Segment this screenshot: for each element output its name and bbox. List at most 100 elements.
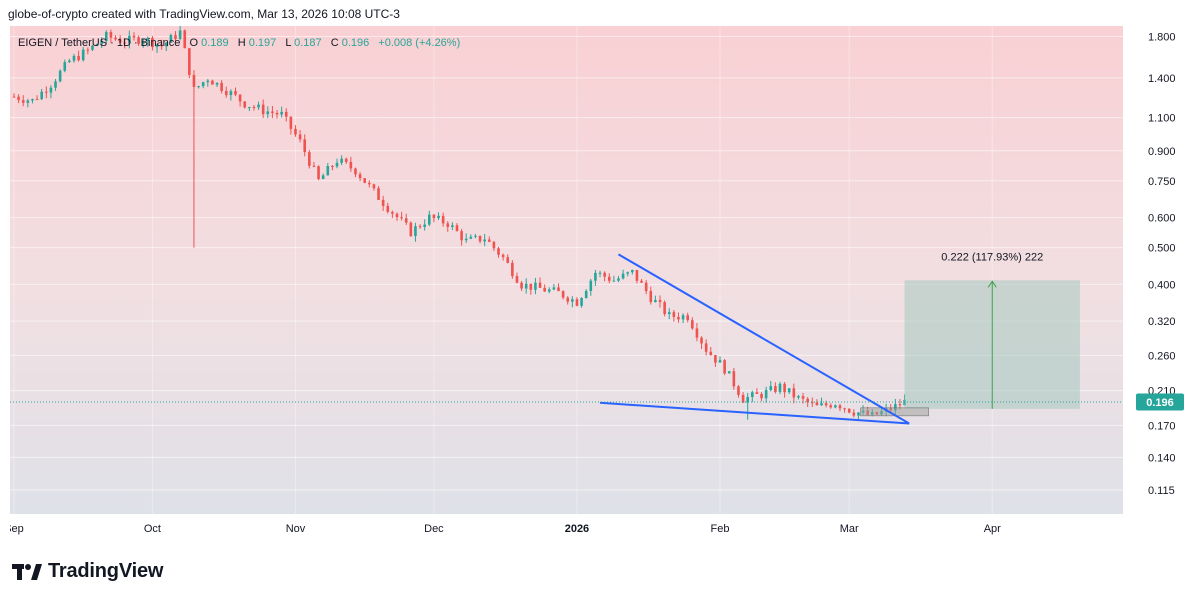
time-tick-label: Feb xyxy=(711,523,730,535)
candle-body xyxy=(515,276,519,283)
legend-high-label: H xyxy=(238,37,246,49)
candle-body xyxy=(340,158,343,163)
candle-body xyxy=(815,402,819,406)
time-axis-background xyxy=(10,514,1191,542)
candle-body xyxy=(220,82,223,92)
time-axis[interactable]: Sep Oct Nov Dec 2026 Feb Mar Apr xyxy=(10,523,1001,535)
candle-body xyxy=(114,37,117,40)
candle-body xyxy=(455,225,459,232)
candle-body xyxy=(72,55,76,61)
target-box[interactable]: 0.222 (117.93%) 222 xyxy=(860,251,1080,417)
candle-body xyxy=(843,408,846,410)
candle-body xyxy=(686,315,690,321)
candle-body xyxy=(54,81,57,88)
candle-body xyxy=(151,37,154,48)
candle-body xyxy=(229,91,233,96)
candle-body xyxy=(404,218,408,223)
candle-body xyxy=(451,225,454,227)
candle-body xyxy=(201,82,205,87)
candle-body xyxy=(26,100,30,103)
candle-body xyxy=(234,91,237,95)
candle-body xyxy=(123,42,127,44)
trendlines[interactable] xyxy=(599,253,910,425)
candle-body xyxy=(810,402,814,404)
trendline-lower xyxy=(599,401,910,425)
svg-text:0.196: 0.196 xyxy=(1146,397,1174,409)
candle-body xyxy=(95,44,99,46)
time-tick-label: Oct xyxy=(144,523,161,535)
candle-body xyxy=(215,82,219,85)
candle-body xyxy=(349,161,353,169)
candle-body xyxy=(649,291,653,303)
candle-body xyxy=(132,35,136,38)
candle-body xyxy=(224,91,228,96)
price-axis[interactable]: 1.800 1.400 1.100 0.900 0.750 0.600 0.500 0.400… xyxy=(1148,32,1176,497)
candle-body xyxy=(677,316,680,320)
candle-body xyxy=(838,405,842,409)
candle-body xyxy=(603,272,606,277)
candle-body xyxy=(312,165,316,167)
candle-body xyxy=(534,282,537,290)
legend-low-value: 0.187 xyxy=(294,37,322,49)
candle-body xyxy=(524,283,528,289)
candle-body xyxy=(547,289,551,292)
candle-body xyxy=(829,405,833,408)
candle-body xyxy=(45,91,48,93)
candle-body xyxy=(17,96,20,101)
candle-body xyxy=(155,44,159,48)
tradingview-logo[interactable]: TradingView xyxy=(12,560,163,583)
candle-body xyxy=(248,107,251,109)
candle-body xyxy=(709,351,713,356)
legend-change: +0.008 (+4.26%) xyxy=(378,37,460,49)
candle-body xyxy=(400,217,403,219)
candle-body xyxy=(446,223,450,227)
candle-body xyxy=(335,162,339,167)
candle-body xyxy=(672,312,676,317)
candle-body xyxy=(280,111,283,115)
candle-body xyxy=(792,388,796,398)
candle-body xyxy=(631,269,634,273)
candle-body xyxy=(723,360,726,374)
candle-body xyxy=(252,107,256,109)
candle-body xyxy=(363,178,366,183)
candle-body xyxy=(520,282,523,289)
target-label: 0.222 (117.93%) 222 xyxy=(941,251,1043,263)
candle-body xyxy=(557,287,560,292)
candle-body xyxy=(146,37,150,42)
candle-body xyxy=(847,408,851,413)
candle-body xyxy=(598,272,602,274)
candle-body xyxy=(492,241,496,249)
candle-body xyxy=(644,282,648,292)
candle-body xyxy=(607,276,611,281)
candle-body xyxy=(160,44,163,47)
candle-body xyxy=(284,111,288,117)
ohlc-legend: EIGEN / TetherUS · 1D · Binance O 0.189 … xyxy=(18,37,460,49)
candle-body xyxy=(358,174,362,179)
candle-body xyxy=(298,134,302,140)
candle-body xyxy=(617,278,620,281)
candle-body xyxy=(543,287,546,292)
candle-body xyxy=(806,398,809,403)
candle-body xyxy=(746,396,749,403)
candle-body xyxy=(91,45,94,50)
price-chart[interactable]: 0.222 (117.93%) 222 1.800 1.400 1.100 0.900… xyxy=(10,26,1191,542)
chart-svg: 0.222 (117.93%) 222 1.800 1.400 1.100 0.900… xyxy=(10,26,1191,542)
candle-body xyxy=(663,302,666,315)
candle-body xyxy=(589,280,593,291)
candle-body xyxy=(68,60,71,63)
candle-body xyxy=(704,343,708,352)
candle-body xyxy=(695,328,699,338)
candle-body xyxy=(128,35,131,44)
candle-body xyxy=(427,214,431,225)
candle-body xyxy=(561,291,565,298)
candle-body xyxy=(580,298,583,306)
candle-body xyxy=(640,280,643,283)
candle-body xyxy=(681,315,685,320)
candle-body xyxy=(487,239,491,242)
price-tick-label: 1.400 xyxy=(1148,73,1176,85)
price-tick-label: 1.100 xyxy=(1148,113,1176,125)
candle-body xyxy=(764,390,768,399)
candle-body xyxy=(104,32,108,41)
time-tick-label: 2026 xyxy=(565,523,589,535)
grid-lines xyxy=(10,26,1123,514)
